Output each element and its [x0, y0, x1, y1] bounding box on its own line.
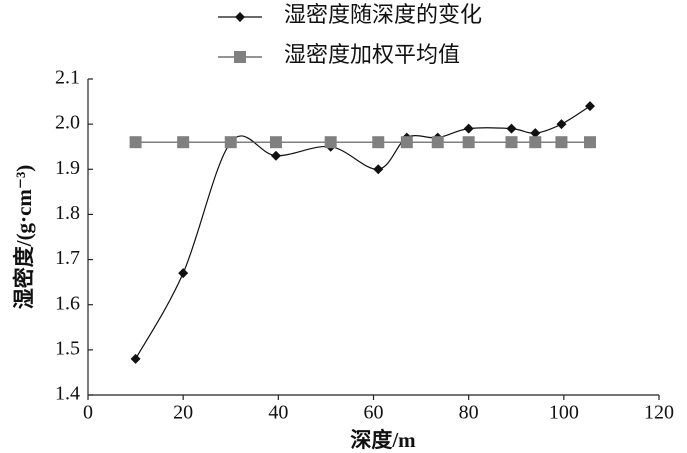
square-marker	[177, 136, 190, 149]
y-tick-label: 2.1	[55, 67, 80, 89]
x-tick-label: 20	[173, 402, 193, 424]
diamond-marker	[506, 123, 517, 134]
y-tick-label: 2.0	[55, 112, 80, 134]
x-tick-label: 100	[549, 402, 579, 424]
legend-marker	[235, 12, 245, 22]
y-tick-label: 1.9	[55, 157, 80, 179]
diamond-marker	[585, 101, 596, 112]
square-marker	[505, 136, 518, 149]
x-tick-label: 40	[268, 402, 288, 424]
legend-label: 湿密度随深度的变化	[284, 2, 482, 27]
diamond-marker	[463, 123, 474, 134]
square-marker	[529, 136, 542, 149]
y-tick-label: 1.8	[55, 202, 80, 224]
diamond-marker	[556, 119, 567, 130]
diamond-marker	[270, 150, 281, 161]
x-tick-label: 0	[83, 402, 93, 424]
y-tick-label: 1.5	[55, 337, 80, 359]
x-tick-label: 80	[459, 402, 479, 424]
square-marker	[431, 136, 444, 149]
square-marker	[129, 136, 142, 149]
square-marker	[584, 136, 597, 149]
square-marker	[372, 136, 385, 149]
x-tick-label: 120	[644, 402, 674, 424]
square-marker	[555, 136, 568, 149]
square-marker	[224, 136, 237, 149]
square-marker	[324, 136, 337, 149]
y-tick-label: 1.7	[55, 247, 80, 269]
square-marker	[462, 136, 475, 149]
diamond-marker	[130, 353, 141, 364]
square-marker	[269, 136, 282, 149]
legend-label: 湿密度加权平均值	[284, 42, 460, 67]
square-marker	[400, 136, 413, 149]
diamond-marker	[373, 164, 384, 175]
x-axis-label: 深度/m	[350, 428, 416, 452]
legend-marker	[234, 51, 246, 63]
y-axis-label: 湿密度/(g·cm⁻³)	[12, 165, 36, 310]
y-tick-label: 1.6	[55, 292, 80, 314]
y-tick-label: 1.4	[55, 383, 80, 405]
series-line	[135, 105, 591, 360]
x-tick-label: 60	[364, 402, 384, 424]
diamond-marker	[178, 268, 189, 279]
diamond-marker	[530, 128, 541, 139]
